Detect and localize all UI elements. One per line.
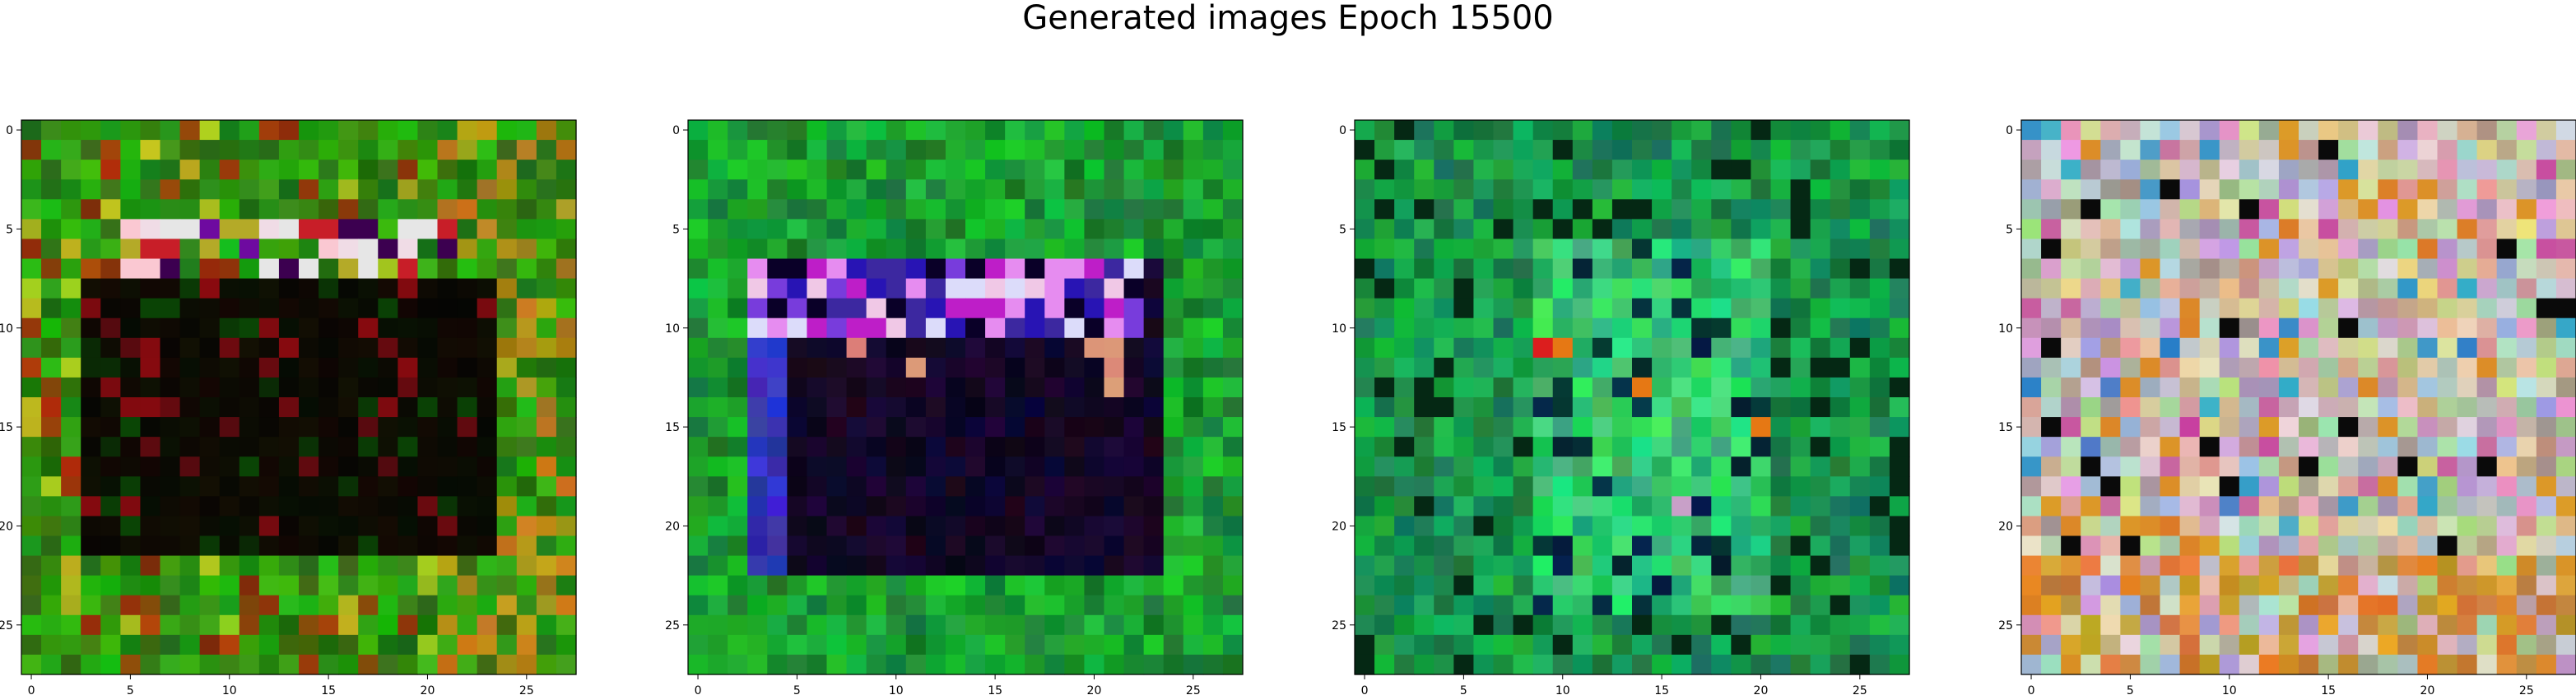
generated-image-4: 0 5 10 15 20 25 0 5 10 15 20 25 <box>1998 119 2576 695</box>
y-tick-label: 15 <box>1332 421 1346 434</box>
generated-image-3: 0 5 10 15 20 25 0 5 10 15 20 25 <box>1332 119 1910 695</box>
y-tick-label: 20 <box>665 520 680 533</box>
x-tick-label: 0 <box>1361 684 1369 695</box>
generated-image-2-frame <box>687 119 1244 675</box>
y-tick-label: 25 <box>1332 619 1346 632</box>
generated-image-3-frame <box>1354 119 1910 675</box>
generated-image-4-pixels <box>2021 120 2576 675</box>
x-tick-label: 5 <box>2127 684 2134 695</box>
y-tick-label: 15 <box>1998 421 2013 434</box>
generated-image-1-pixels <box>21 120 577 675</box>
x-tick-label: 0 <box>695 684 702 695</box>
y-tick-label: 0 <box>672 124 680 137</box>
x-tick-label: 15 <box>321 684 336 695</box>
x-tick-label: 20 <box>1754 684 1769 695</box>
x-tick-label: 15 <box>1654 684 1669 695</box>
x-tick-label: 20 <box>421 684 435 695</box>
y-tick-label: 15 <box>0 421 13 434</box>
generated-image-1-frame <box>21 119 577 675</box>
generated-image-2: 0 5 10 15 20 25 0 5 10 15 20 25 <box>665 119 1244 695</box>
y-tick-label: 20 <box>1998 520 2013 533</box>
x-tick-label: 10 <box>2222 684 2237 695</box>
y-tick-label: 5 <box>1339 223 1346 236</box>
x-tick-label: 25 <box>1853 684 1867 695</box>
y-tick-label: 10 <box>1998 322 2013 336</box>
y-tick-label: 10 <box>1332 322 1346 336</box>
y-tick-label: 0 <box>6 124 13 137</box>
x-tick-label: 15 <box>2321 684 2336 695</box>
x-tick-label: 0 <box>2028 684 2035 695</box>
y-tick-label: 0 <box>2006 124 2013 137</box>
x-tick-label: 25 <box>2519 684 2534 695</box>
y-tick-label: 0 <box>1339 124 1346 137</box>
generated-image-3-pixels <box>1355 120 1910 675</box>
x-tick-label: 0 <box>28 684 35 695</box>
x-tick-label: 5 <box>127 684 134 695</box>
figure-title: Generated images Epoch 15500 <box>1022 0 1554 37</box>
x-tick-label: 20 <box>2420 684 2435 695</box>
y-tick-label: 5 <box>6 223 13 236</box>
generated-image-4-frame <box>2020 119 2576 675</box>
y-tick-label: 25 <box>665 619 680 632</box>
x-tick-label: 25 <box>519 684 534 695</box>
x-tick-label: 10 <box>889 684 904 695</box>
y-tick-label: 20 <box>0 520 13 533</box>
x-tick-label: 5 <box>793 684 801 695</box>
x-tick-label: 25 <box>1186 684 1201 695</box>
y-tick-label: 20 <box>1332 520 1346 533</box>
y-tick-label: 10 <box>0 322 13 336</box>
y-tick-label: 5 <box>672 223 680 236</box>
x-tick-label: 15 <box>988 684 1002 695</box>
x-tick-label: 20 <box>1087 684 1102 695</box>
y-tick-label: 15 <box>665 421 680 434</box>
y-tick-label: 25 <box>1998 619 2013 632</box>
generated-image-2-pixels <box>688 120 1244 675</box>
x-tick-label: 10 <box>1555 684 1570 695</box>
y-tick-label: 5 <box>2006 223 2013 236</box>
y-tick-label: 25 <box>0 619 13 632</box>
y-tick-label: 10 <box>665 322 680 336</box>
generated-image-1: 0 5 10 15 20 25 0 5 10 15 20 25 <box>0 119 577 695</box>
x-tick-label: 10 <box>222 684 237 695</box>
x-tick-label: 5 <box>1460 684 1467 695</box>
